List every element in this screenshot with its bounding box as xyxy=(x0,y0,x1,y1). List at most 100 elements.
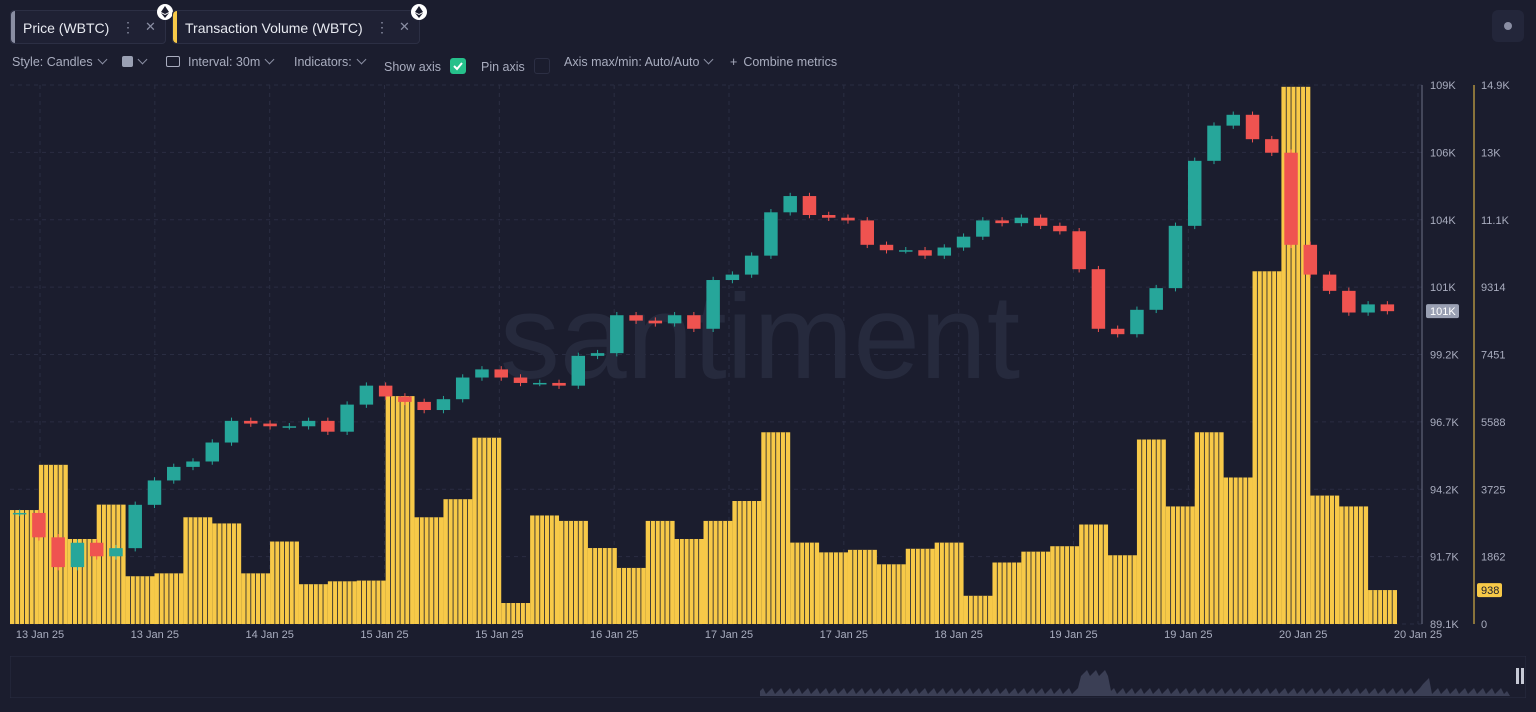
candle-body xyxy=(205,442,220,462)
candle-body xyxy=(455,377,470,400)
close-icon[interactable]: ✕ xyxy=(399,19,410,34)
candle-body xyxy=(1168,225,1183,289)
candle-body xyxy=(764,212,778,256)
candle-body xyxy=(1053,225,1067,232)
pin-axis-toggle[interactable]: Pin axis xyxy=(481,55,551,74)
settings-button[interactable] xyxy=(1492,10,1524,42)
candle-body xyxy=(629,315,643,321)
candle-body xyxy=(937,247,952,256)
ethereum-icon xyxy=(157,4,173,20)
show-axis-label: Show axis xyxy=(384,60,441,74)
volume-axis-tick: 13K xyxy=(1481,147,1501,159)
candle-body xyxy=(610,315,624,354)
candle-body xyxy=(706,280,720,329)
candle-body xyxy=(70,542,85,568)
axis-maxmin-dropdown[interactable]: Axis max/min: Auto/Auto xyxy=(564,54,714,69)
candle-body xyxy=(841,217,855,221)
current-price-marker xyxy=(1426,304,1459,319)
candle-body xyxy=(321,420,335,432)
candle-body xyxy=(783,196,797,213)
price-axis-tick: 94.2K xyxy=(1430,484,1459,496)
style-label: Style: Candles xyxy=(12,55,93,69)
candle-body xyxy=(1091,269,1106,329)
candle-body xyxy=(667,315,682,324)
candle-body xyxy=(51,537,65,568)
price-axis-tick: 89.1K xyxy=(1430,619,1459,631)
candle-body xyxy=(244,420,258,424)
navigator-minimap[interactable] xyxy=(10,656,1526,698)
candle-body xyxy=(1342,290,1356,313)
chevron-down-icon xyxy=(97,54,108,65)
candle-body xyxy=(744,255,759,275)
candle-body xyxy=(475,369,489,378)
x-axis-tick: 15 Jan 25 xyxy=(475,629,523,641)
close-icon[interactable]: ✕ xyxy=(145,19,156,34)
candle-body xyxy=(186,461,200,467)
chevron-down-icon xyxy=(356,54,367,65)
volume-axis-tick: 7451 xyxy=(1481,350,1505,362)
candle-body xyxy=(1149,288,1163,310)
candle-body xyxy=(1130,309,1144,335)
current-price-label: 101K xyxy=(1430,306,1456,318)
navigator-handle xyxy=(1516,668,1519,684)
candle-body xyxy=(590,353,605,356)
current-volume-marker xyxy=(1477,583,1502,598)
chevron-down-icon xyxy=(264,54,275,65)
combine-label: Combine metrics xyxy=(743,55,838,69)
color-dropdown[interactable] xyxy=(122,54,148,69)
x-axis-tick: 16 Jan 25 xyxy=(590,629,638,641)
tab-transaction-volume[interactable]: Transaction Volume (WBTC) ⋮ ✕ xyxy=(172,4,427,44)
current-volume-label: 938 xyxy=(1481,585,1499,597)
interval-dropdown[interactable]: Interval: 30m xyxy=(166,54,275,69)
candle-body xyxy=(1033,217,1048,226)
candle-body xyxy=(687,315,701,329)
indicators-dropdown[interactable]: Indicators: xyxy=(294,54,367,69)
checkbox-unchecked-icon[interactable] xyxy=(534,58,551,74)
candle-body xyxy=(899,250,913,252)
candle-body xyxy=(1303,244,1318,275)
chevron-down-icon xyxy=(704,54,714,65)
tab-label: Price (WBTC) xyxy=(23,20,110,36)
candle-body xyxy=(282,426,297,428)
volume-axis-tick: 1862 xyxy=(1481,552,1505,564)
checkbox-checked-icon[interactable] xyxy=(450,58,467,74)
candle-body xyxy=(1207,125,1221,161)
calendar-icon xyxy=(166,56,180,67)
combine-metrics-button[interactable]: + Combine metrics xyxy=(730,55,837,69)
show-axis-toggle[interactable]: Show axis xyxy=(384,55,467,74)
style-dropdown[interactable]: Style: Candles xyxy=(12,54,108,69)
candle-body xyxy=(1187,160,1202,226)
candle-body xyxy=(1265,139,1279,153)
volume-axis-tick: 5588 xyxy=(1481,417,1505,429)
tab-color-marker xyxy=(11,11,15,43)
tab-color-marker xyxy=(173,11,177,43)
navigator-handle xyxy=(1521,668,1524,684)
price-axis-tick: 99.2K xyxy=(1430,350,1459,362)
tab-price[interactable]: Price (WBTC) ⋮ ✕ xyxy=(10,4,173,44)
candle-body xyxy=(417,401,431,411)
candle-body xyxy=(571,355,586,386)
x-axis-tick: 14 Jan 25 xyxy=(246,629,294,641)
x-axis-tick: 18 Jan 25 xyxy=(935,629,983,641)
more-icon[interactable]: ⋮ xyxy=(121,19,135,35)
candle-body xyxy=(32,512,46,538)
candle-body xyxy=(436,399,451,411)
interval-label: Interval: 30m xyxy=(188,55,261,69)
candle-body xyxy=(995,220,1009,224)
more-icon[interactable]: ⋮ xyxy=(375,19,389,35)
candle-body xyxy=(552,382,566,386)
price-axis-tick: 109K xyxy=(1430,80,1456,92)
volume-axis-tick: 9314 xyxy=(1481,282,1505,294)
price-axis-tick: 91.7K xyxy=(1430,552,1459,564)
candle-body xyxy=(821,215,836,218)
indicators-label: Indicators: xyxy=(294,55,352,69)
price-axis-tick: 101K xyxy=(1430,282,1456,294)
price-volume-chart[interactable]: santiment 109K 106K 104K 101K 99.2K 96.7K 94.2K… xyxy=(0,80,1536,645)
candle-body xyxy=(1322,274,1337,291)
candle-body xyxy=(263,423,277,427)
x-axis-tick: 13 Jan 25 xyxy=(16,629,64,641)
candle-body xyxy=(533,382,547,385)
volume-axis-tick: 14.9K xyxy=(1481,80,1510,92)
candle-body xyxy=(1245,114,1260,140)
volume-axis-tick: 11.1K xyxy=(1481,215,1510,227)
